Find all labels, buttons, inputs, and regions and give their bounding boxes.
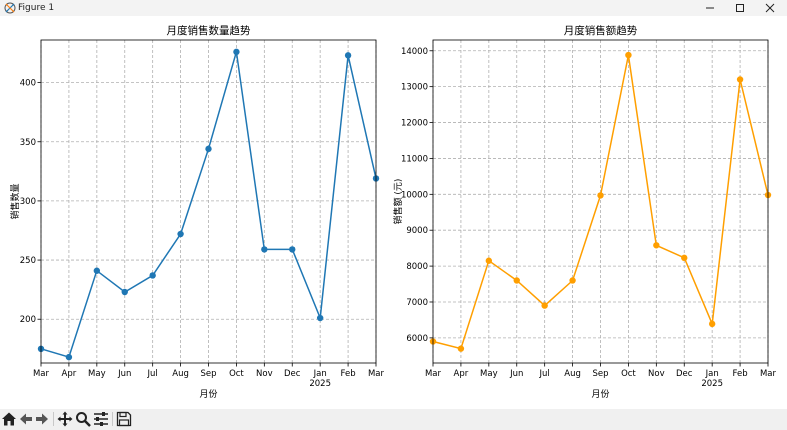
chart2-title: 月度销售额趋势: [564, 24, 638, 37]
charts-svg: 200 250 300 350 400 Mar Apr May Jun Jul Aug Sep Oct N…: [9, 24, 777, 400]
chart2-y-tick-label: 12000: [401, 119, 428, 129]
chart2-x-tick-label: Feb: [733, 369, 748, 379]
chart1-y-tick-label: 200: [20, 315, 36, 325]
chart1-title: 月度销售数量趋势: [167, 24, 251, 37]
chart1-x-tick-year-label: 2025: [309, 379, 331, 389]
chart1-data-point: [316, 314, 324, 322]
chart2-data-point: [485, 257, 493, 264]
back-arrow-icon[interactable]: [18, 411, 34, 427]
navigation-toolbar: [0, 409, 787, 430]
chart1-data-point: [93, 267, 101, 274]
home-icon[interactable]: [1, 411, 17, 427]
chart1-x-tick-label: May: [88, 369, 106, 379]
chart1-y-tick-label: 400: [20, 79, 36, 89]
chart1-data-point: [205, 145, 212, 153]
chart2-data-point: [541, 302, 548, 309]
chart2-x-tick-label: Aug: [564, 369, 581, 379]
chart1-axes-frame: [40, 39, 377, 364]
chart1-x-tick-label: Mar: [368, 369, 385, 379]
save-icon[interactable]: [116, 411, 132, 427]
maximize-button[interactable]: [725, 0, 755, 16]
chart2-y-tick-label: 14000: [401, 47, 428, 57]
chart2-y-tick-label: 7000: [406, 298, 428, 308]
chart1-data-point: [121, 288, 128, 296]
chart2-x-tick-label: Jul: [539, 369, 550, 379]
chart2-data-point: [681, 254, 688, 262]
chart1-x-tick-label: Nov: [256, 369, 273, 379]
chart1-x-tick-label: Sep: [200, 369, 216, 379]
close-button[interactable]: [755, 0, 785, 16]
chart2-x-tick-label: Oct: [621, 369, 636, 379]
chart2-y-tick-label: 13000: [401, 83, 428, 93]
chart2-x-tick-label: Jun: [509, 369, 523, 379]
chart2-x-tick-label: May: [480, 369, 498, 379]
minimize-button[interactable]: [695, 0, 725, 16]
minimize-icon: [706, 7, 714, 9]
chart2-data-point: [513, 277, 520, 284]
matplotlib-app-icon: [4, 2, 16, 14]
chart1-data-point: [65, 353, 73, 361]
chart2-x-axis-label: 月份: [591, 388, 609, 400]
chart2-y-axis-label: 销售额 (元): [392, 179, 404, 225]
toolbar-separator: [53, 412, 54, 426]
pan-icon[interactable]: [57, 411, 73, 427]
chart1-x-axis-label: 月份: [199, 388, 217, 400]
chart2-data-point: [597, 192, 604, 199]
chart2-data-point: [457, 345, 465, 352]
chart2-y-tick-label: 8000: [406, 262, 428, 272]
chart2-x-tick-label: Mar: [425, 369, 442, 379]
chart2-data-point: [736, 76, 744, 83]
chart2-y-tick-label: 11000: [401, 154, 428, 164]
chart2-data-point: [708, 320, 716, 328]
chart2-x-tick-label: Dec: [676, 369, 693, 379]
forward-arrow-icon[interactable]: [34, 411, 50, 427]
chart2-axes-frame: [432, 39, 769, 364]
chart2-x-tick-year-label: 2025: [701, 379, 723, 389]
chart1-y-tick-label: 300: [20, 197, 36, 207]
chart1-x-tick-label: Jul: [147, 369, 158, 379]
chart1-data-point: [344, 52, 352, 59]
chart2-data-point: [569, 277, 576, 284]
chart1-x-tick-label: Oct: [229, 369, 244, 379]
chart1-data-point: [177, 230, 184, 238]
chart1-data-point: [233, 48, 240, 56]
toolbar-separator: [112, 412, 113, 426]
window-title: Figure 1: [18, 3, 55, 13]
chart1-x-tick-label: Mar: [33, 369, 50, 379]
chart2-x-tick-label: Sep: [592, 369, 608, 379]
figure-canvas[interactable]: 200 250 300 350 400 Mar Apr May Jun Jul Aug Sep Oct N…: [0, 16, 787, 409]
chart2-x-tick-label: Mar: [760, 369, 777, 379]
chart1-x-tick-label: Aug: [172, 369, 189, 379]
chart1-data-point: [289, 246, 296, 253]
window-titlebar: Figure 1: [0, 0, 787, 16]
chart2-y-tick-label: 10000: [401, 190, 428, 200]
chart2-data-point: [653, 242, 660, 249]
maximize-icon: [736, 4, 744, 12]
chart1-data-point: [149, 272, 156, 279]
chart1-y-tick-label: 250: [20, 256, 36, 266]
chart2-data-point: [625, 51, 632, 59]
chart1-y-tick-label: 350: [20, 138, 36, 148]
chart2-x-tick-label: Apr: [454, 369, 469, 379]
chart1-data-point: [261, 246, 268, 253]
chart1-x-tick-label: Apr: [62, 369, 77, 379]
chart2-x-tick-label: Nov: [648, 369, 665, 379]
chart1-y-axis-label: 销售数量: [9, 183, 21, 219]
chart1-x-tick-label: Jan: [313, 369, 327, 379]
chart2-y-tick-label: 9000: [406, 226, 428, 236]
chart1-x-tick-label: Dec: [284, 369, 301, 379]
chart2-y-tick-label: 6000: [406, 334, 428, 344]
chart1-x-tick-label: Feb: [341, 369, 356, 379]
configure-subplots-icon[interactable]: [93, 411, 109, 427]
chart2-x-tick-label: Jan: [705, 369, 719, 379]
zoom-icon[interactable]: [75, 411, 91, 427]
chart1-x-tick-label: Jun: [117, 369, 131, 379]
close-icon: [765, 3, 775, 13]
